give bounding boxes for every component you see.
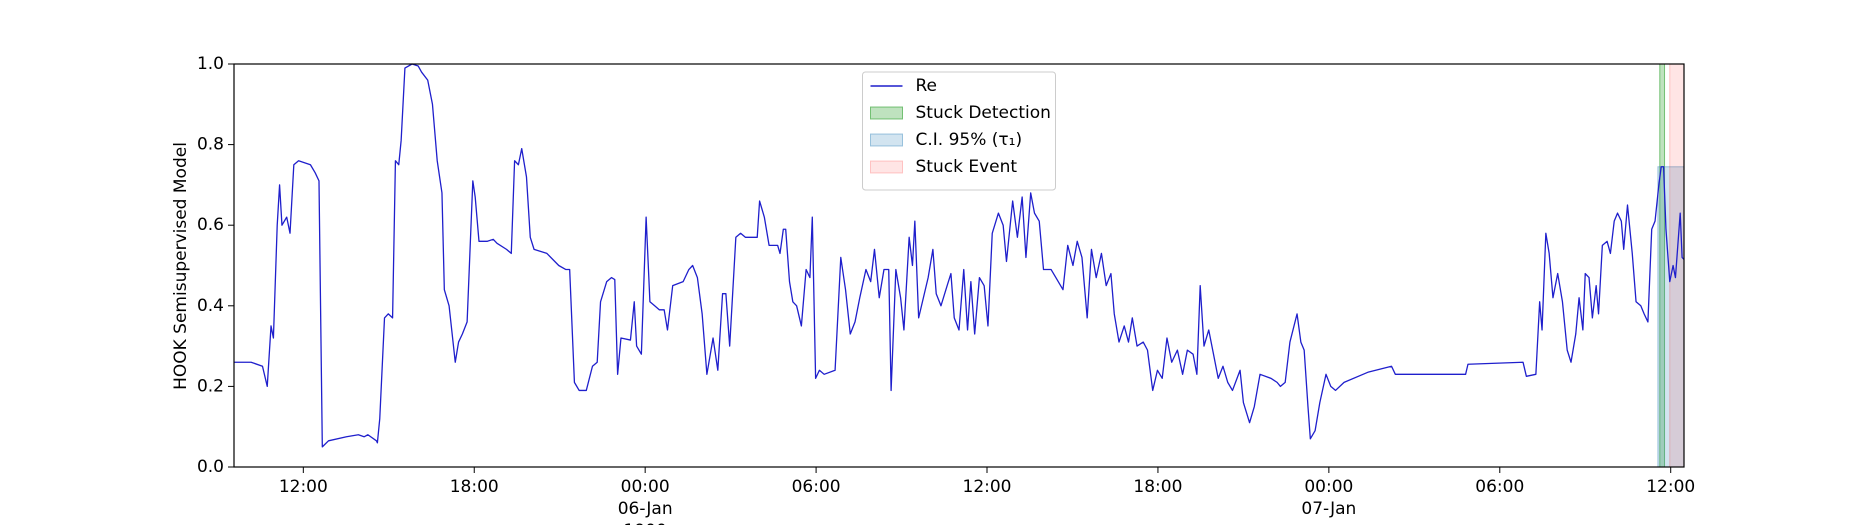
x-tick-label: 06:00 (791, 477, 841, 497)
legend-label: C.I. 95% (τ₁) (916, 130, 1023, 150)
x-tick-label: 00:00 06-Jan 1900 (617, 477, 673, 525)
legend-patch (870, 133, 903, 147)
x-tick-label: 12:00 (962, 477, 1012, 497)
y-tick-label: 0.2 (197, 376, 224, 396)
legend-label: Stuck Event (916, 157, 1018, 177)
legend: Re Stuck Detection C.I. 95% (τ₁) Stuck Even… (862, 71, 1056, 191)
y-tick-label: 0.0 (197, 457, 224, 477)
x-tick-label: 06:00 (1475, 477, 1525, 497)
legend-label: Re (916, 76, 938, 96)
y-tick-label: 0.4 (197, 296, 224, 316)
x-tick-label: 12:00 (278, 477, 328, 497)
y-tick-label: 1.0 (197, 54, 224, 74)
y-axis-label: HOOK Semisupervised Model (171, 142, 191, 390)
legend-frame (862, 71, 1056, 191)
plot-frame (233, 63, 1685, 468)
legend-label: Stuck Detection (916, 103, 1051, 123)
y-tick-label: 0.6 (197, 215, 224, 235)
x-tick-label: 18:00 (1133, 477, 1183, 497)
legend-patch (870, 160, 903, 174)
x-tick-label: 18:00 (449, 477, 499, 497)
x-tick-label: 00:00 07-Jan (1301, 477, 1357, 519)
x-tick-label: 12:00 (1646, 477, 1696, 497)
y-tick-label: 0.8 (197, 135, 224, 155)
data-line (234, 63, 1685, 448)
legend-patch (870, 106, 903, 120)
